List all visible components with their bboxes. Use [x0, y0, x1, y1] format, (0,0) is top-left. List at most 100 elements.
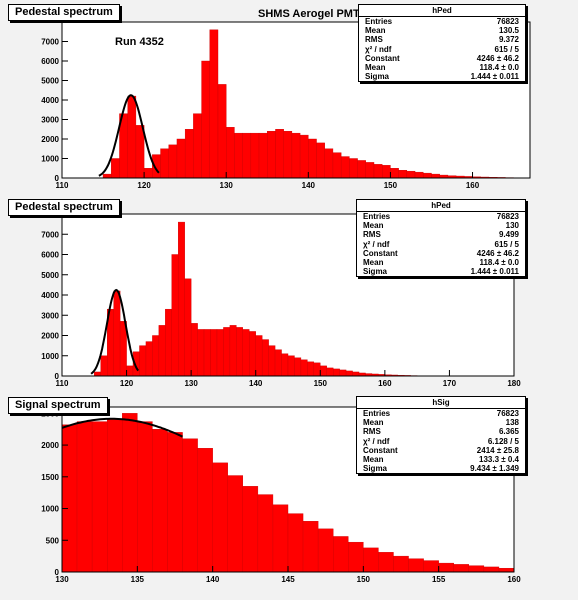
stats-row: χ² / ndf 6.128 / 5 [363, 436, 519, 446]
histogram-bar [339, 369, 347, 377]
chart-3-title: Signal spectrum [8, 397, 108, 414]
histogram-bar [316, 142, 325, 179]
x-tick-label: 160 [378, 379, 392, 388]
histogram-bar [283, 130, 293, 179]
y-tick-label: 5000 [41, 271, 59, 280]
histogram-bar [152, 335, 160, 377]
histogram-bar [272, 504, 289, 573]
histogram-bar [145, 341, 153, 377]
histogram-bar [287, 513, 304, 573]
x-tick-label: 120 [120, 379, 134, 388]
histogram-bar [324, 148, 334, 179]
y-tick-label: 5000 [41, 77, 59, 86]
histogram-bar [106, 419, 123, 573]
histogram-bar [340, 156, 350, 179]
x-tick-label: 110 [56, 379, 69, 388]
histogram-bar [423, 172, 432, 179]
chart-2-title: Pedestal spectrum [8, 199, 120, 216]
y-tick-label: 2000 [41, 332, 59, 341]
y-tick-label: 1000 [41, 352, 59, 361]
y-tick-label: 500 [46, 536, 60, 545]
stats-row: Entries 76823 [363, 212, 519, 221]
histogram-bar [423, 560, 439, 573]
histogram-bar [184, 129, 194, 179]
histogram-bar [167, 432, 183, 573]
stats-row: Constant 4246 ± 46.2 [365, 53, 519, 63]
x-tick-label: 180 [507, 379, 521, 388]
histogram-bar [201, 60, 210, 179]
histogram-bar [294, 357, 302, 377]
histogram-bar [326, 367, 334, 377]
histogram-bar [308, 138, 317, 179]
histogram-bar [258, 132, 268, 179]
y-tick-label: 1000 [41, 155, 59, 164]
histogram-bar [267, 130, 276, 179]
stats-row: RMS 9.499 [363, 230, 519, 240]
histogram-bar [352, 371, 360, 377]
histogram-bar [257, 494, 274, 573]
y-tick-label: 7000 [41, 230, 59, 239]
stats-row: χ² / ndf 615 / 5 [363, 239, 519, 249]
histogram-bar [300, 359, 308, 377]
histogram-bar [234, 132, 243, 179]
x-tick-label: 130 [220, 181, 234, 190]
stats-row: Mean 118.4 ± 0.0 [363, 258, 519, 268]
histogram-bar [236, 327, 243, 377]
stats-row: Constant 2414 ± 25.8 [363, 445, 519, 455]
histogram-bar [176, 138, 186, 179]
histogram-bar [299, 134, 309, 179]
histogram-bar [357, 160, 366, 179]
histogram-bar [483, 566, 500, 573]
histogram-bar [212, 462, 228, 573]
histogram-bar [468, 565, 485, 573]
histogram-bar [320, 365, 327, 377]
histogram-bar [137, 421, 153, 573]
histogram-bar [365, 162, 375, 179]
run-label: Run 4352 [115, 36, 164, 48]
x-tick-label: 150 [314, 379, 328, 388]
histogram-bar [216, 329, 224, 377]
stats-box-3-name: hSig [357, 397, 525, 409]
histogram-bar [382, 165, 391, 179]
histogram-bar [184, 278, 192, 377]
y-tick-label: 3000 [41, 311, 59, 320]
y-tick-label: 4000 [41, 291, 59, 300]
histogram-bar [197, 448, 213, 573]
histogram-bar [275, 129, 284, 179]
y-tick-label: 2000 [41, 135, 59, 144]
histogram-bar [302, 521, 319, 573]
histogram-bar [100, 355, 108, 377]
stats-row: RMS 9.372 [365, 35, 519, 45]
histogram-bar [226, 127, 235, 179]
histogram-bar [406, 170, 416, 179]
histogram-bar [127, 95, 137, 179]
histogram-bar [227, 475, 244, 573]
pad-1: 110 120 130 140 150 160 0 1000 2000 3000 4000 5000 6… [0, 0, 578, 195]
histogram-bar [165, 308, 172, 377]
stats-box-2: hPed Entries 76823 Mean 130 RMS 9.499 χ² / … [356, 199, 526, 278]
histogram-bar [229, 325, 237, 377]
histogram-bar [393, 555, 409, 573]
histogram-bar [94, 371, 101, 377]
histogram-bar [135, 125, 145, 179]
histogram-bar [209, 29, 219, 179]
pad-2: 110 120 130 140 150 160 170 180 0 1000 2000 3000 400… [0, 196, 578, 392]
x-tick-label: 145 [281, 575, 295, 584]
histogram-bar [171, 254, 179, 377]
histogram-bar [61, 424, 78, 573]
histogram-bar [223, 327, 231, 377]
y-tick-label: 1000 [41, 505, 59, 514]
histogram-bar [193, 113, 202, 179]
histogram-bar [190, 323, 198, 377]
histogram-bar [348, 541, 364, 573]
x-tick-label: 140 [249, 379, 263, 388]
gaussian-fit-line [61, 417, 183, 438]
histogram-bar [408, 558, 424, 573]
x-tick-label: 140 [302, 181, 316, 190]
histogram-bar [291, 132, 301, 179]
histogram-bar [453, 564, 470, 573]
histogram-bar [250, 132, 260, 179]
histogram-bar [349, 158, 358, 179]
x-tick-label: 155 [432, 575, 446, 584]
